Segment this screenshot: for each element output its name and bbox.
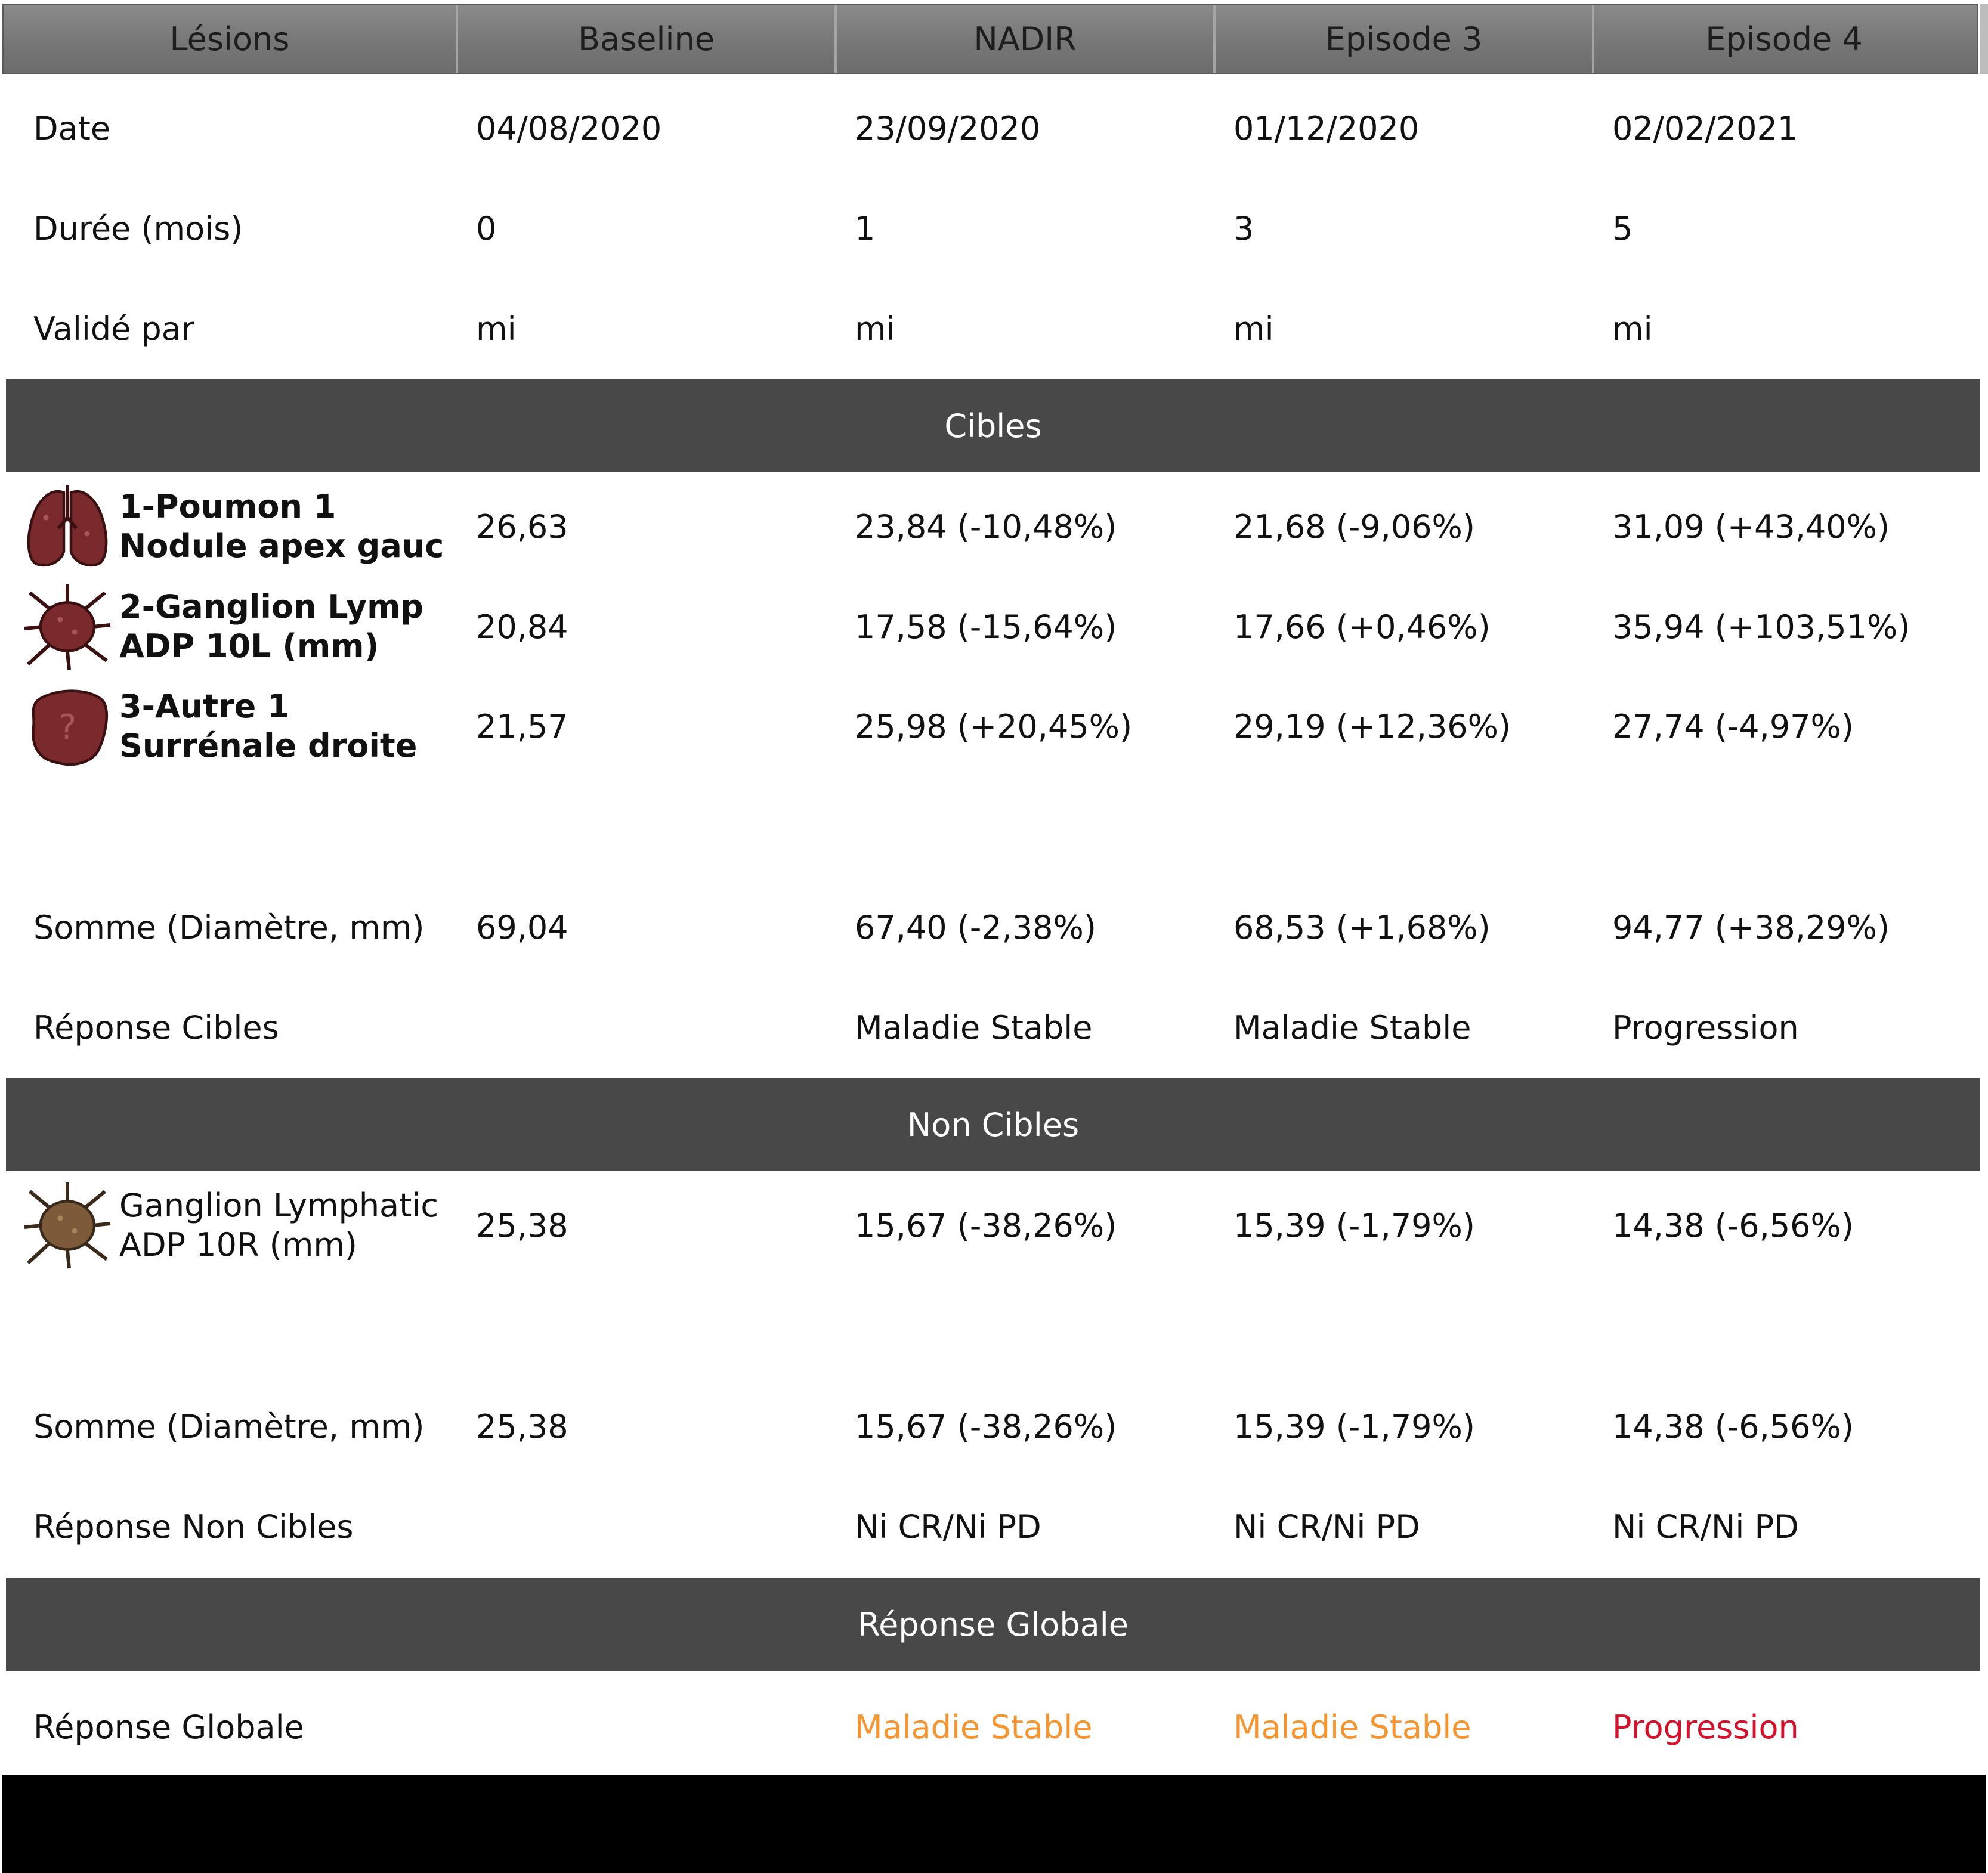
cell-baseline: 25,38	[476, 1206, 568, 1244]
column-header-episode-4[interactable]: Episode 4	[1705, 20, 1863, 58]
row-label: Somme (Diamètre, mm)	[33, 908, 425, 946]
cell-episode-4: 14,38 (-6,56%)	[1612, 1206, 1854, 1244]
column-header-episode-3[interactable]: Episode 3	[1216, 5, 1594, 73]
cell-episode-3: 3	[1233, 209, 1254, 247]
lesion-description: Nodule apex gauc	[119, 527, 444, 565]
section-cibles: Cibles	[6, 379, 1980, 472]
lesion-name-cell[interactable]: 2-Ganglion Lymp ADP 10L (mm)	[6, 582, 463, 671]
section-reponse-globale: Réponse Globale	[6, 1578, 1980, 1671]
cell-episode-4: mi	[1612, 309, 1653, 348]
response-progression-badge: Progression	[1612, 1708, 1799, 1746]
cell-episode-3: 15,39 (-1,79%)	[1233, 1206, 1475, 1244]
lesion-name-cell[interactable]: Ganglion Lymphatic ADP 10R (mm)	[6, 1181, 463, 1270]
cell-nadir: Ni CR/Ni PD	[855, 1507, 1041, 1546]
cell-episode-3: 17,66 (+0,46%)	[1233, 608, 1491, 646]
lymph-node-icon	[24, 584, 111, 670]
column-header-nadir[interactable]: NADIR	[837, 5, 1216, 73]
row-label: Réponse Non Cibles	[33, 1507, 354, 1546]
cell-baseline: 04/08/2020	[476, 109, 662, 147]
cell-baseline: mi	[476, 309, 517, 348]
unknown-organ-icon: ?	[32, 689, 108, 766]
cell-nadir: Maladie Stable	[855, 1008, 1093, 1047]
cell-episode-4: 35,94 (+103,51%)	[1612, 608, 1910, 646]
cell-nadir: 67,40 (-2,38%)	[855, 908, 1096, 946]
cell-episode-3: 01/12/2020	[1233, 109, 1420, 147]
target-lesion-row-1[interactable]: 1-Poumon 1 Nodule apex gauc 26,63 23,84 …	[6, 482, 1980, 571]
cell-baseline: 20,84	[476, 608, 568, 646]
duration-row: Durée (mois) 0 1 3 5	[6, 187, 1980, 270]
column-header-baseline[interactable]: Baseline	[458, 5, 837, 73]
cell-baseline: 0	[476, 209, 497, 247]
cell-episode-4: Progression	[1612, 1008, 1799, 1047]
cell-episode-3: Ni CR/Ni PD	[1233, 1507, 1420, 1546]
lesion-description: ADP 10R (mm)	[119, 1226, 357, 1264]
lesion-name-cell[interactable]: ? 3-Autre 1 Surrénale droite	[6, 682, 463, 771]
nontarget-lesion-row-1[interactable]: Ganglion Lymphatic ADP 10R (mm) 25,38 15…	[6, 1181, 1980, 1270]
lung-icon	[27, 485, 108, 567]
cell-episode-3: 21,68 (-9,06%)	[1233, 507, 1475, 546]
cell-episode-3: Maladie Stable	[1233, 1008, 1471, 1047]
cell-nadir: mi	[855, 309, 895, 348]
target-lesion-row-2[interactable]: 2-Ganglion Lymp ADP 10L (mm) 20,84 17,58…	[6, 582, 1980, 671]
cell-episode-4: Ni CR/Ni PD	[1612, 1507, 1799, 1546]
bottom-bar	[2, 1775, 1986, 1873]
lesion-title: 1-Poumon 1	[119, 488, 336, 525]
cell-nadir: 23,84 (-10,48%)	[855, 507, 1117, 546]
cell-nadir: 1	[855, 209, 876, 247]
cell-episode-4: 31,09 (+43,40%)	[1612, 507, 1890, 546]
table-header: Lésions Baseline NADIR Episode 3 Episode…	[2, 4, 1978, 74]
target-response-row: Réponse Cibles Maladie Stable Maladie St…	[6, 986, 1980, 1069]
cell-episode-3: 29,19 (+12,36%)	[1233, 707, 1511, 745]
cell-episode-4: 94,77 (+38,29%)	[1612, 908, 1890, 946]
lesion-name-cell[interactable]: 1-Poumon 1 Nodule apex gauc	[6, 482, 463, 571]
lesion-description: ADP 10L (mm)	[119, 627, 379, 665]
cell-episode-4: 5	[1612, 209, 1633, 247]
lesion-title: 2-Ganglion Lymp	[119, 588, 424, 626]
row-label: Réponse Globale	[33, 1708, 304, 1746]
cell-baseline: 25,38	[476, 1407, 568, 1445]
response-stable-badge: Maladie Stable	[855, 1708, 1093, 1746]
cell-baseline: 26,63	[476, 507, 568, 546]
cell-nadir: 25,98 (+20,45%)	[855, 707, 1133, 745]
cell-baseline: 21,57	[476, 707, 568, 745]
row-label: Validé par	[33, 309, 195, 348]
nontarget-sum-row: Somme (Diamètre, mm) 25,38 15,67 (-38,26…	[6, 1385, 1980, 1468]
cell-baseline: 69,04	[476, 908, 568, 946]
row-label: Somme (Diamètre, mm)	[33, 1407, 425, 1445]
response-stable-badge: Maladie Stable	[1233, 1708, 1471, 1746]
lesion-description: Surrénale droite	[119, 727, 418, 764]
cell-nadir: 23/09/2020	[855, 109, 1041, 147]
target-sum-row: Somme (Diamètre, mm) 69,04 67,40 (-2,38%…	[6, 886, 1980, 969]
cell-episode-4: 14,38 (-6,56%)	[1612, 1407, 1854, 1445]
global-response-row: Réponse Globale Maladie Stable Maladie S…	[6, 1685, 1980, 1769]
cell-nadir: 15,67 (-38,26%)	[855, 1206, 1117, 1244]
target-lesion-row-3[interactable]: ? 3-Autre 1 Surrénale droite 21,57 25,98…	[6, 682, 1980, 771]
cell-episode-4: 02/02/2021	[1612, 109, 1798, 147]
nontarget-response-row: Réponse Non Cibles Ni CR/Ni PD Ni CR/Ni …	[6, 1485, 1980, 1568]
lymph-node-icon	[24, 1182, 111, 1269]
row-label: Durée (mois)	[33, 209, 243, 247]
cell-nadir: 15,67 (-38,26%)	[855, 1407, 1117, 1445]
scrollbar-edge[interactable]	[1978, 4, 1988, 74]
column-header-lesions[interactable]: Lésions	[4, 5, 458, 73]
svg-text:?: ?	[58, 708, 76, 747]
section-non-cibles: Non Cibles	[6, 1078, 1980, 1171]
lesion-title: 3-Autre 1	[119, 688, 290, 725]
row-label: Date	[33, 109, 111, 147]
validated-by-row: Validé par mi mi mi mi	[6, 287, 1980, 370]
cell-nadir: 17,58 (-15,64%)	[855, 608, 1117, 646]
row-label: Réponse Cibles	[33, 1008, 279, 1047]
cell-episode-4: 27,74 (-4,97%)	[1612, 707, 1854, 745]
cell-episode-3: mi	[1233, 309, 1274, 348]
date-row: Date 04/08/2020 23/09/2020 01/12/2020 02…	[6, 86, 1980, 170]
cell-episode-3: 68,53 (+1,68%)	[1233, 908, 1491, 946]
cell-episode-3: 15,39 (-1,79%)	[1233, 1407, 1475, 1445]
lesion-title: Ganglion Lymphatic	[119, 1187, 439, 1224]
